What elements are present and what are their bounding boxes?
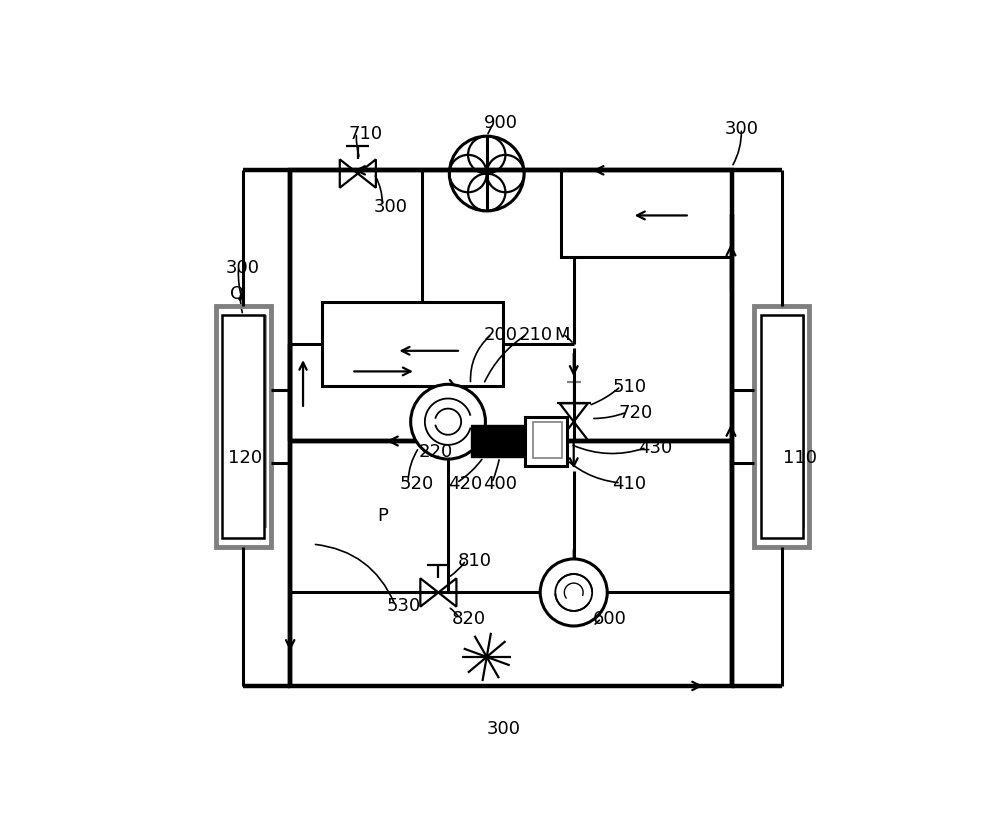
Bar	[471, 426, 525, 457]
Text: 710: 710	[348, 125, 382, 143]
Text: 810: 810	[458, 552, 492, 569]
Text: 820: 820	[451, 609, 485, 628]
Text: 900: 900	[483, 114, 517, 132]
Bar	[533, 423, 562, 458]
Bar	[561, 171, 732, 258]
Text: P: P	[377, 507, 388, 524]
Text: 300: 300	[226, 258, 260, 277]
Text: 300: 300	[487, 719, 521, 737]
Text: 410: 410	[612, 474, 647, 492]
Text: 510: 510	[612, 378, 647, 395]
Bar	[290, 171, 732, 686]
Text: M: M	[554, 326, 570, 344]
Text: 220: 220	[419, 442, 453, 460]
Circle shape	[411, 385, 485, 460]
Text: 300: 300	[374, 197, 408, 216]
Text: 110: 110	[783, 449, 817, 466]
Text: 600: 600	[593, 609, 627, 628]
Bar	[322, 303, 503, 387]
Text: 430: 430	[638, 439, 672, 457]
Bar	[525, 418, 567, 466]
Bar	[216, 306, 271, 548]
Text: 720: 720	[619, 404, 653, 421]
Text: 200: 200	[483, 326, 517, 344]
Text: 420: 420	[448, 474, 482, 492]
Text: 300: 300	[725, 120, 759, 138]
Text: Q: Q	[230, 284, 244, 303]
Text: 210: 210	[519, 326, 553, 344]
Text: 520: 520	[400, 474, 434, 492]
Circle shape	[540, 559, 607, 626]
Text: 120: 120	[228, 449, 262, 466]
Bar	[754, 306, 809, 548]
Bar	[761, 316, 803, 538]
Text: 400: 400	[483, 474, 517, 492]
Text: 530: 530	[387, 597, 421, 614]
Bar	[222, 316, 264, 538]
